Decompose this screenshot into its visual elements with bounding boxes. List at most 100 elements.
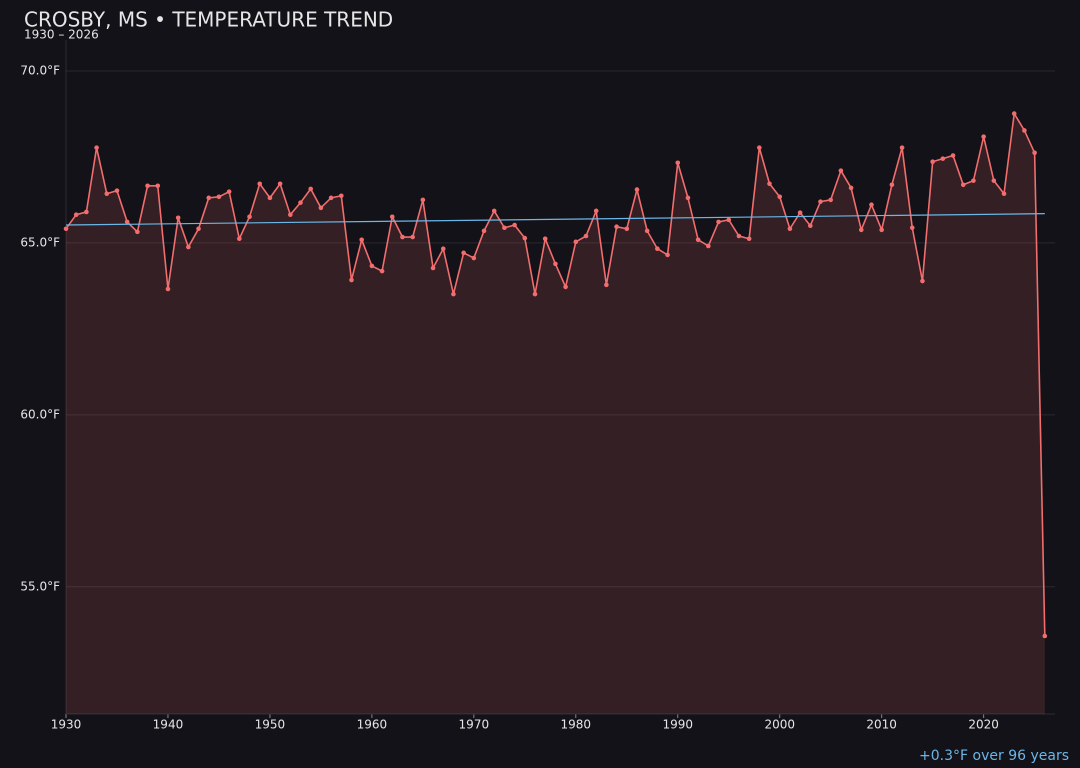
point xyxy=(63,226,69,232)
trend-line xyxy=(65,213,1045,226)
point xyxy=(777,194,783,200)
point xyxy=(716,219,721,225)
x-tick-label: 1960 xyxy=(357,718,388,732)
point xyxy=(522,235,528,241)
point xyxy=(706,243,711,249)
point xyxy=(950,153,956,158)
point xyxy=(542,236,548,242)
point xyxy=(655,246,660,252)
point xyxy=(532,291,538,297)
area xyxy=(66,113,1045,715)
point xyxy=(879,227,884,233)
point xyxy=(1032,150,1037,156)
point xyxy=(624,226,630,232)
point xyxy=(288,212,293,217)
point xyxy=(614,224,619,230)
point xyxy=(593,208,599,214)
point xyxy=(338,193,344,199)
point xyxy=(634,187,640,192)
x-tick-label: 2010 xyxy=(866,718,897,732)
point xyxy=(981,134,986,139)
point xyxy=(553,261,558,267)
point xyxy=(991,178,997,183)
point xyxy=(451,291,456,297)
point xyxy=(298,200,303,205)
annotation: +0.3°F over 96 years xyxy=(919,748,1069,764)
point xyxy=(165,286,171,292)
x-tick-label: 1940 xyxy=(153,718,184,732)
point xyxy=(563,284,568,290)
point xyxy=(604,282,609,288)
point xyxy=(114,188,120,193)
x-tick-label: 2000 xyxy=(764,718,795,732)
point xyxy=(471,255,477,261)
point xyxy=(675,160,681,166)
x-tick-label: 2020 xyxy=(968,718,999,732)
point xyxy=(73,212,79,217)
point xyxy=(930,159,935,165)
point xyxy=(909,225,915,231)
point xyxy=(135,229,140,235)
point xyxy=(186,244,191,250)
x-tick-label: 1930 xyxy=(51,718,82,732)
point xyxy=(420,197,426,203)
point xyxy=(960,182,966,188)
point xyxy=(206,195,212,201)
y-tick-label: 70.0°F xyxy=(20,63,60,77)
point xyxy=(104,191,110,197)
point xyxy=(379,268,385,274)
point xyxy=(318,205,324,211)
point xyxy=(807,223,813,228)
x-tick-label: 1970 xyxy=(459,718,490,732)
point xyxy=(481,228,487,234)
point xyxy=(440,246,446,252)
point xyxy=(644,228,650,234)
point xyxy=(573,239,579,245)
point xyxy=(308,186,314,192)
point xyxy=(583,233,589,239)
chart-subtitle: 1930 – 2026 xyxy=(24,28,99,42)
chart-title: CROSBY, MS • TEMPERATURE TREND xyxy=(24,8,393,32)
point xyxy=(1042,633,1048,639)
point xyxy=(400,234,405,240)
point xyxy=(971,178,976,183)
point xyxy=(410,234,415,240)
point xyxy=(512,222,517,228)
point xyxy=(828,197,833,203)
point xyxy=(665,252,670,258)
point xyxy=(369,263,375,269)
point xyxy=(736,233,742,239)
point xyxy=(838,168,844,173)
point xyxy=(858,227,864,233)
point xyxy=(695,237,701,243)
point xyxy=(818,199,823,204)
point xyxy=(940,156,946,161)
point xyxy=(757,145,762,150)
y-tick-label: 55.0°F xyxy=(20,579,60,593)
point xyxy=(267,195,273,201)
point xyxy=(257,181,263,187)
point xyxy=(389,214,395,220)
x-tick-label: 1950 xyxy=(255,718,286,732)
point xyxy=(767,181,772,187)
point xyxy=(196,226,201,232)
x-tick-label: 1980 xyxy=(561,718,592,732)
point xyxy=(1001,191,1007,197)
point xyxy=(920,278,925,284)
point xyxy=(461,250,466,256)
point xyxy=(726,217,732,223)
point xyxy=(124,219,130,225)
point xyxy=(145,183,150,189)
point xyxy=(216,194,222,200)
point xyxy=(359,237,364,243)
point xyxy=(899,145,905,150)
point xyxy=(94,145,99,150)
point xyxy=(848,185,854,191)
point xyxy=(237,236,242,242)
point xyxy=(685,195,691,201)
point xyxy=(889,182,895,188)
point xyxy=(502,225,507,231)
point xyxy=(1011,111,1017,116)
